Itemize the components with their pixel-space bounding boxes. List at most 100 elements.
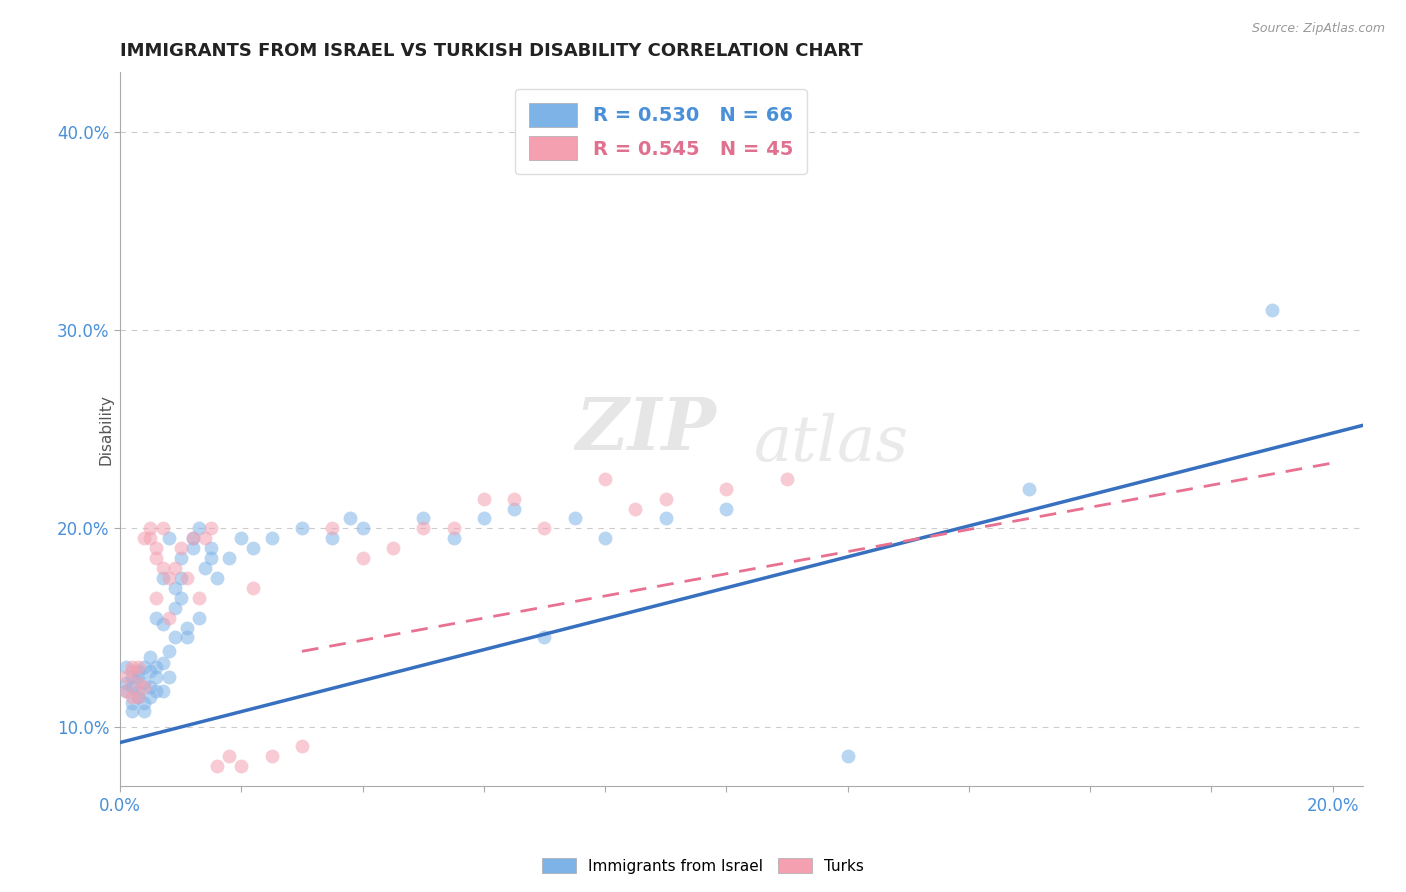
Legend: R = 0.530   N = 66, R = 0.545   N = 45: R = 0.530 N = 66, R = 0.545 N = 45 (515, 89, 807, 174)
Point (260, 749, 283, 764)
Point (200, 541, 222, 556)
Point (121, 660, 143, 674)
Point (134, 676, 156, 690)
Point (163, 631, 186, 645)
Point (716, 501, 738, 516)
Point (321, 532, 343, 546)
Point (472, 511, 495, 525)
Point (187, 610, 209, 624)
Point (145, 684, 167, 698)
Point (218, 749, 240, 764)
Point (654, 491, 676, 506)
Point (412, 511, 434, 525)
Point (503, 491, 526, 506)
Point (134, 532, 156, 546)
Point (291, 739, 314, 754)
Point (152, 657, 174, 671)
Point (593, 472, 616, 486)
Point (181, 532, 204, 546)
Point (218, 551, 240, 566)
Point (533, 521, 555, 535)
Point (352, 521, 374, 535)
Point (127, 660, 149, 674)
Point (339, 511, 361, 525)
Point (145, 610, 167, 624)
Point (152, 571, 174, 585)
Point (176, 631, 198, 645)
Point (145, 591, 167, 605)
Point (115, 660, 138, 674)
Point (181, 541, 204, 556)
Point (443, 521, 465, 535)
Point (121, 680, 143, 694)
Point (654, 511, 676, 525)
Point (139, 664, 162, 678)
Point (352, 551, 374, 566)
Point (115, 676, 138, 690)
Point (1018, 482, 1040, 496)
Point (157, 571, 180, 585)
Point (139, 690, 162, 704)
Point (564, 511, 586, 525)
Point (242, 541, 264, 556)
Point (205, 571, 228, 585)
Point (121, 670, 143, 684)
Point (837, 749, 859, 764)
Point (170, 541, 193, 556)
Point (152, 561, 174, 575)
Point (127, 690, 149, 704)
Point (181, 532, 204, 546)
Point (152, 521, 174, 535)
Point (139, 521, 162, 535)
Point (593, 532, 616, 546)
Point (412, 521, 434, 535)
Point (163, 581, 186, 595)
Point (291, 521, 314, 535)
Point (176, 571, 198, 585)
Point (472, 491, 495, 506)
Point (170, 571, 193, 585)
Point (145, 660, 167, 674)
Point (231, 532, 253, 546)
Text: atlas: atlas (754, 413, 908, 475)
Point (127, 690, 149, 704)
Point (176, 621, 198, 635)
Point (163, 600, 186, 615)
Point (115, 684, 138, 698)
Point (200, 521, 222, 535)
Point (152, 616, 174, 631)
Point (170, 591, 193, 605)
Point (139, 532, 162, 546)
Point (134, 704, 156, 718)
Legend: Immigrants from Israel, Turks: Immigrants from Israel, Turks (536, 852, 870, 880)
Point (121, 704, 143, 718)
Point (139, 650, 162, 665)
Point (260, 532, 283, 546)
Point (145, 551, 167, 566)
Point (381, 541, 404, 556)
Point (242, 581, 264, 595)
Point (121, 690, 143, 704)
Point (163, 561, 186, 575)
Point (115, 684, 138, 698)
Point (200, 551, 222, 566)
Point (157, 644, 180, 658)
Point (205, 759, 228, 773)
Point (145, 670, 167, 684)
Point (127, 684, 149, 698)
Point (776, 472, 799, 486)
Point (194, 561, 217, 575)
Point (134, 660, 156, 674)
Point (115, 670, 138, 684)
Point (134, 696, 156, 710)
Point (231, 759, 253, 773)
Point (127, 676, 149, 690)
Point (321, 521, 343, 535)
Point (121, 696, 143, 710)
Point (157, 670, 180, 684)
Point (533, 631, 555, 645)
Point (194, 532, 217, 546)
Point (145, 541, 167, 556)
Text: Source: ZipAtlas.com: Source: ZipAtlas.com (1251, 22, 1385, 36)
Text: ZIP: ZIP (576, 393, 717, 465)
